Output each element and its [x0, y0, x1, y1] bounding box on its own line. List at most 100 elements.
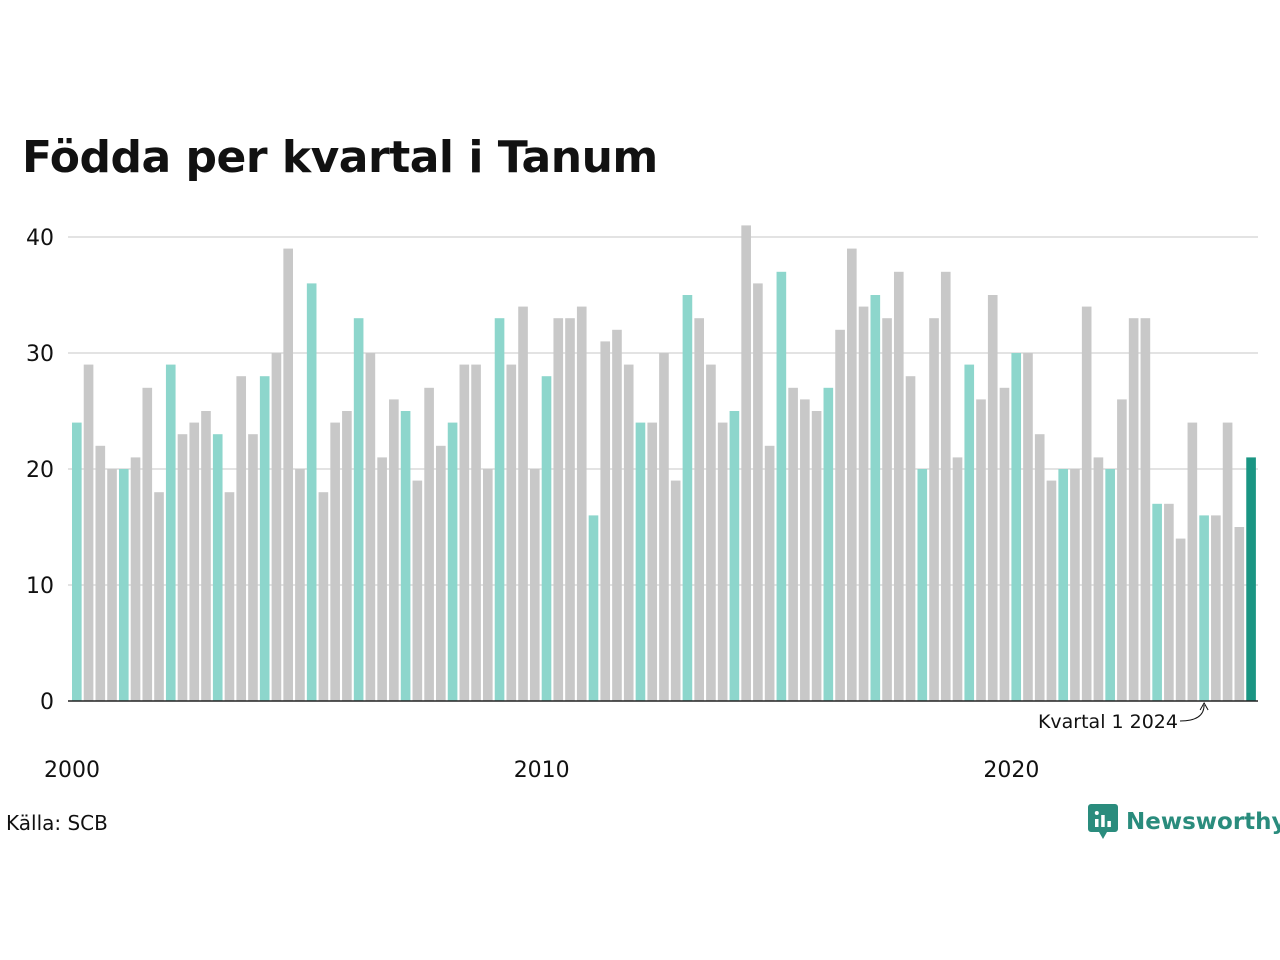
bar — [635, 422, 646, 701]
annotation-label: Kvartal 1 2024 — [1038, 711, 1178, 733]
bar — [788, 387, 798, 701]
bar — [929, 318, 939, 701]
bar — [753, 283, 763, 701]
bar — [1011, 353, 1022, 701]
bar — [835, 329, 845, 701]
bar — [389, 399, 399, 701]
bar — [212, 434, 223, 701]
source-label: Källa: SCB — [6, 811, 108, 835]
annotation-arrowhead — [1199, 701, 1209, 711]
bar — [248, 434, 258, 701]
bar — [142, 387, 153, 701]
bar — [823, 387, 834, 701]
bar — [1117, 399, 1127, 701]
bar — [177, 434, 188, 701]
bar — [847, 248, 857, 701]
bar — [659, 353, 669, 701]
bar — [764, 445, 775, 701]
bar — [83, 364, 94, 701]
bar — [529, 469, 540, 701]
bar — [576, 306, 587, 701]
y-tick-label: 20 — [26, 458, 54, 483]
bar — [670, 480, 681, 701]
bar — [353, 318, 364, 701]
bar — [952, 457, 963, 701]
bar — [494, 318, 505, 701]
x-tick-label: 2010 — [514, 758, 570, 783]
bar — [729, 411, 740, 701]
bar — [271, 353, 282, 701]
bar — [189, 422, 200, 701]
bar — [553, 318, 564, 701]
bar — [893, 271, 904, 701]
chart-title: Födda per kvartal i Tanum — [22, 132, 658, 183]
bar — [800, 399, 810, 701]
y-tick-label: 10 — [26, 574, 54, 599]
bar — [306, 283, 317, 701]
bar — [588, 515, 599, 701]
bar — [295, 469, 305, 701]
bar — [647, 422, 658, 701]
x-tick-label: 2020 — [983, 758, 1039, 783]
bar — [1058, 469, 1069, 701]
bar — [1246, 457, 1256, 701]
bar — [976, 399, 986, 701]
bar — [612, 329, 622, 701]
bar — [400, 411, 411, 701]
bar — [1199, 515, 1209, 701]
bar — [717, 422, 728, 701]
bar — [565, 318, 575, 701]
bar — [201, 411, 211, 701]
bar — [917, 469, 928, 701]
bar — [1187, 422, 1198, 701]
brand: Newsworthy — [1088, 804, 1280, 840]
bar — [999, 387, 1010, 701]
bar — [741, 225, 751, 701]
x-axis-ticks: 2000 2010 2020 — [44, 758, 1039, 783]
bar — [694, 318, 704, 701]
bar — [424, 387, 434, 701]
bar — [377, 457, 387, 701]
bar — [72, 422, 82, 701]
newsworthy-logo-icon — [1088, 804, 1118, 839]
bar — [518, 306, 528, 701]
bar — [283, 248, 293, 701]
bar — [1046, 480, 1057, 701]
bar — [130, 457, 141, 701]
bar — [905, 376, 916, 701]
bar — [623, 364, 634, 701]
bar — [1140, 318, 1151, 701]
bar — [776, 271, 787, 701]
bar — [165, 364, 176, 701]
bar — [118, 469, 129, 701]
bar — [1211, 515, 1221, 701]
bar — [154, 492, 164, 701]
bar — [940, 271, 951, 701]
bar — [1222, 422, 1233, 701]
bar — [1034, 434, 1045, 701]
bar — [882, 318, 892, 701]
bar — [318, 492, 329, 701]
bar — [412, 480, 423, 701]
bar — [870, 295, 881, 701]
bar — [682, 295, 693, 701]
bar — [236, 376, 247, 701]
bar — [365, 353, 376, 701]
bar — [858, 306, 869, 701]
bar — [987, 295, 998, 701]
bar — [330, 422, 340, 701]
bar — [1152, 503, 1162, 701]
annotation-arrow — [1179, 704, 1205, 722]
bar — [342, 411, 352, 701]
y-axis-ticks: 0 10 20 30 40 — [26, 226, 54, 715]
bar — [447, 422, 458, 701]
y-tick-label: 30 — [26, 342, 54, 367]
bar — [600, 341, 611, 701]
brand-name: Newsworthy — [1126, 809, 1280, 835]
y-tick-label: 40 — [26, 226, 54, 251]
bar — [1105, 469, 1115, 701]
bar — [482, 469, 493, 701]
bar — [459, 364, 470, 701]
bar — [107, 469, 117, 701]
